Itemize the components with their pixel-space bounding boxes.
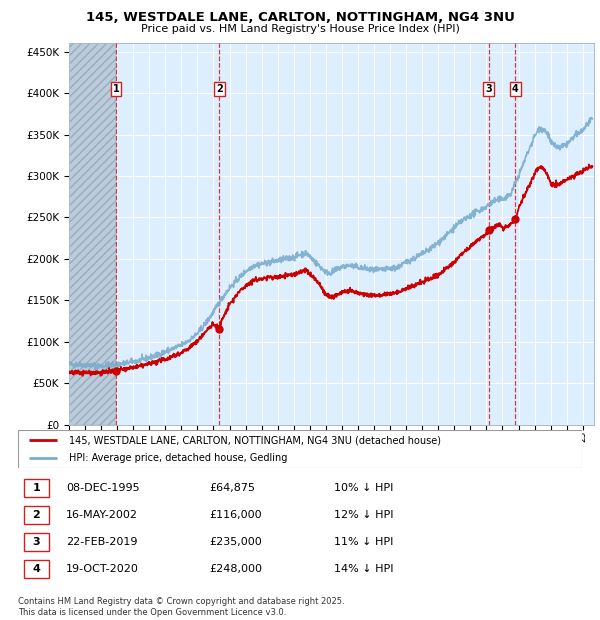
Text: 1: 1 [113, 84, 119, 94]
Text: 3: 3 [32, 537, 40, 547]
FancyBboxPatch shape [23, 506, 49, 524]
Text: 16-MAY-2002: 16-MAY-2002 [66, 510, 138, 520]
FancyBboxPatch shape [18, 430, 582, 468]
FancyBboxPatch shape [23, 479, 49, 497]
Text: 145, WESTDALE LANE, CARLTON, NOTTINGHAM, NG4 3NU: 145, WESTDALE LANE, CARLTON, NOTTINGHAM,… [86, 11, 514, 24]
Text: £116,000: £116,000 [210, 510, 262, 520]
FancyBboxPatch shape [23, 560, 49, 578]
Text: Price paid vs. HM Land Registry's House Price Index (HPI): Price paid vs. HM Land Registry's House … [140, 24, 460, 33]
Bar [69, 43, 116, 425]
Text: HPI: Average price, detached house, Gedling: HPI: Average price, detached house, Gedl… [69, 453, 287, 464]
Text: 08-DEC-1995: 08-DEC-1995 [66, 483, 140, 493]
Text: 3: 3 [485, 84, 492, 94]
Text: 12% ↓ HPI: 12% ↓ HPI [334, 510, 394, 520]
Text: 145, WESTDALE LANE, CARLTON, NOTTINGHAM, NG4 3NU (detached house): 145, WESTDALE LANE, CARLTON, NOTTINGHAM,… [69, 435, 441, 445]
Text: 2: 2 [32, 510, 40, 520]
Text: £235,000: £235,000 [210, 537, 263, 547]
Text: 14% ↓ HPI: 14% ↓ HPI [334, 564, 394, 574]
Text: 4: 4 [512, 84, 519, 94]
Text: 4: 4 [32, 564, 40, 574]
Text: 22-FEB-2019: 22-FEB-2019 [66, 537, 137, 547]
Text: Contains HM Land Registry data © Crown copyright and database right 2025.
This d: Contains HM Land Registry data © Crown c… [18, 598, 344, 617]
Text: 1: 1 [32, 483, 40, 493]
FancyBboxPatch shape [23, 533, 49, 551]
Text: 10% ↓ HPI: 10% ↓ HPI [334, 483, 393, 493]
Text: 11% ↓ HPI: 11% ↓ HPI [334, 537, 393, 547]
Text: £248,000: £248,000 [210, 564, 263, 574]
Text: £64,875: £64,875 [210, 483, 256, 493]
Text: 19-OCT-2020: 19-OCT-2020 [66, 564, 139, 574]
Text: 2: 2 [216, 84, 223, 94]
